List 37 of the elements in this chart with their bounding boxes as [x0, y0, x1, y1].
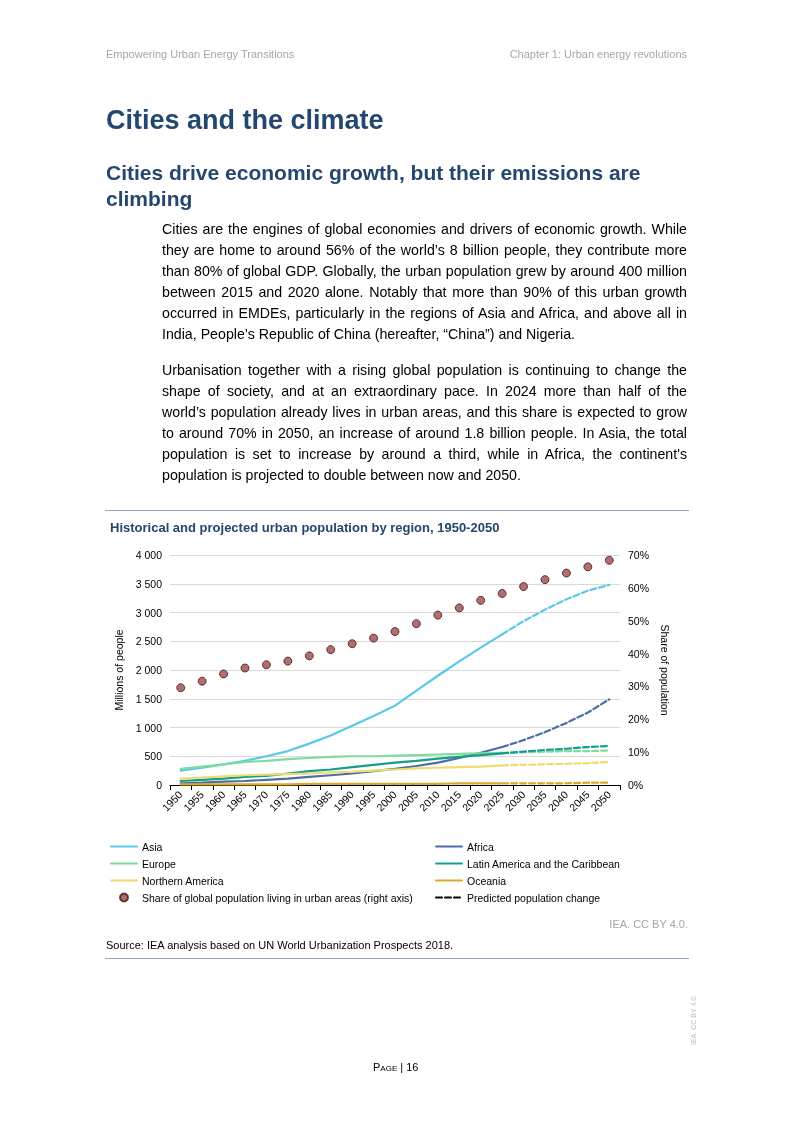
y-tick-label: 1 500	[135, 692, 163, 705]
y-axis-title: Millions of people	[113, 629, 126, 711]
y2-axis-title: Share of population	[659, 624, 672, 716]
text: Cities drive economic growth, but their emissions are climbing	[106, 160, 642, 212]
legend-label: Share of global population living in urban areas (right axis)	[142, 891, 413, 904]
y2-tick-label: 60%	[628, 581, 650, 594]
y-tick-label: 2 500	[135, 635, 163, 648]
text: Urbanisation together with a rising global population is continuing to change the shape of society, and at an extraordinary pace. In 2024 more than half of the world’s population already lives in urban areas, and this share is expected to grow to around 70% in 2050, an increase of around 1.8 billion people. In Asia, the total population is set to increase by around a third, while in Africa, the continent's population is projected to double between now and 2050.	[162, 361, 687, 485]
y-tick-label: 2 000	[135, 664, 163, 676]
y-tick-label: 500	[144, 750, 163, 763]
source-note: Source: IEA analysis based on UN World Urbanization Prospects 2018.	[106, 939, 454, 951]
y-tick-label: 1 000	[135, 721, 163, 734]
legend-label: Oceania	[467, 874, 507, 887]
legend-label: Africa	[467, 840, 494, 853]
y2-tick-label: 20%	[628, 713, 650, 726]
y2-tick-label: 50%	[628, 614, 650, 627]
text: IEA. CC BY 4.0.	[609, 918, 688, 930]
y-tick-label: 4 000	[135, 549, 163, 561]
y2-tick-label: 30%	[628, 680, 650, 693]
text: Empowering Urban Energy Transitions	[106, 48, 295, 60]
y2-tick-label: 0%	[628, 779, 644, 791]
legend-label: Asia	[142, 840, 163, 853]
y2-tick-label: 10%	[628, 746, 650, 759]
text: Cities and the climate	[106, 105, 384, 136]
legend-label: Latin America and the Caribbean	[467, 857, 621, 870]
y-tick-label: 0	[156, 779, 163, 791]
y2-tick-label: 70%	[628, 549, 650, 561]
y-tick-label: 3 500	[135, 577, 163, 590]
text: Chapter 1: Urban energy revolutions	[509, 48, 687, 60]
y2-tick-label: 40%	[628, 647, 650, 660]
legend-label: Northern America	[142, 874, 224, 887]
chart-title: Historical and projected urban population by region, 1950-2050	[110, 520, 500, 535]
legend-label: Predicted population change	[467, 891, 601, 904]
y-tick-label: 3 000	[135, 606, 163, 619]
text: Page | 16	[373, 1061, 419, 1073]
legend-label: Europe	[142, 857, 177, 870]
text: Cities are the engines of global economies and drivers of economic growth. While they are home to around 56% of the world’s 8 billion people, they contribute more than 80% of global GDP. Globally, the urban population grew by around 400 million between 2015 and 2020 alone. Notably that more than 90% of this urban growth occurred in EMDEs, particularly in the regions of Asia and Africa, and above all in India, People’s Republic of China (hereafter, “China”) and Nigeria.	[162, 220, 687, 344]
